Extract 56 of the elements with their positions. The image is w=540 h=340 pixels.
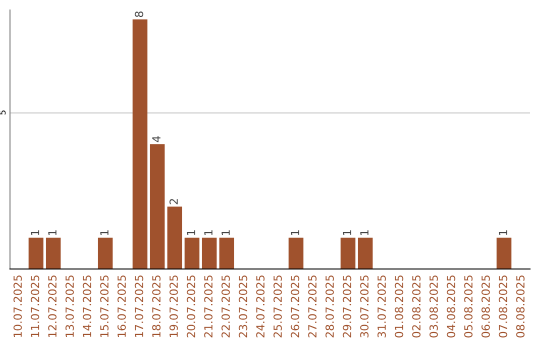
x-tick-label: 22.07.2025 [221,276,230,338]
x-tick-label: 01.08.2025 [394,276,404,338]
bar [496,238,512,269]
data-label: 1 [100,230,108,236]
x-tick-label: 05.08.2025 [464,276,473,338]
x-tick-label: 13.07.2025 [65,276,74,337]
x-tick-label: 11.07.2025 [30,276,40,337]
bar [167,206,182,269]
data-label: 1 [222,230,230,236]
data-label: 1 [290,230,300,236]
data-label: 1 [360,230,368,236]
bar [202,238,217,269]
x-tick-label: 17.07.2025 [134,276,144,337]
bar [150,144,165,269]
x-tick-label: 31.07.2025 [377,276,386,338]
bar [184,238,200,269]
data-label: 2 [169,199,178,204]
x-tick-label: 27.07.2025 [308,276,317,338]
x-tick-label: 12.07.2025 [48,276,57,337]
bar [340,238,356,269]
data-label: 1 [186,230,196,236]
x-tick-label: 30.07.2025 [360,276,369,338]
x-tick-label: 21.07.2025 [204,276,213,338]
x-tick-label: 07.08.2025 [498,276,508,338]
x-tick-label: 28.07.2025 [325,276,334,338]
x-tick-label: 18.07.2025 [152,276,161,337]
x-tick-label: 16.07.2025 [117,276,126,337]
x-tick-label: 06.08.2025 [481,276,490,338]
x-tick-label: 26.07.2025 [290,276,300,338]
data-label: 1 [30,230,40,236]
data-label: 1 [204,230,212,236]
data-label: 1 [342,230,352,236]
data-label: 4 [152,136,160,142]
bar [219,238,234,269]
bar [98,238,113,269]
x-tick-label: 19.07.2025 [169,276,178,337]
x-tick-label: 02.08.2025 [412,276,421,338]
x-tick-label: 15.07.2025 [100,276,109,337]
x-tick-label: 24.07.2025 [256,276,265,338]
x-tick-label: 10.07.2025 [13,276,22,337]
x-tick-label: 23.07.2025 [238,276,248,338]
x-tick-label: 20.07.2025 [186,276,196,338]
x-tick-label: 29.07.2025 [342,276,352,338]
x-tick-label: 03.08.2025 [429,276,438,338]
data-label: 1 [48,230,56,236]
x-tick-label: 08.08.2025 [516,276,525,338]
bar [46,238,61,269]
x-tick-label: 14.07.2025 [82,276,92,337]
bar [288,238,304,269]
bar [132,19,148,269]
data-label: 8 [134,11,144,18]
x-tick-label: 25.07.2025 [273,276,282,338]
x-tick-label: 04.08.2025 [446,276,456,338]
bar [358,238,373,269]
data-label: 1 [498,230,508,236]
bar [28,238,44,269]
